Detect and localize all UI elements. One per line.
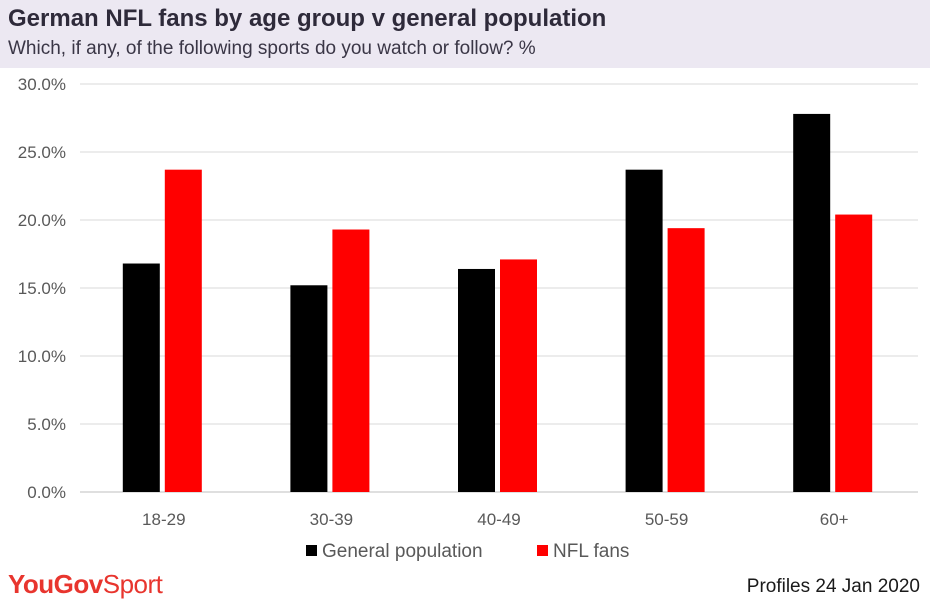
y-tick-label: 20.0% — [18, 211, 66, 230]
bar-general-population — [122, 263, 160, 492]
y-tick-label: 25.0% — [18, 143, 66, 162]
bar-general-population — [793, 113, 831, 493]
chart-header: German NFL fans by age group v general p… — [0, 0, 930, 68]
bar-nfl-fans — [500, 259, 537, 492]
bar-nfl-fans — [667, 228, 705, 492]
bar-general-population — [625, 169, 663, 492]
y-tick-label: 15.0% — [18, 279, 66, 298]
x-tick-label: 40-49 — [477, 510, 520, 529]
bar-nfl-fans — [164, 169, 202, 492]
brand-sub: Sport — [102, 569, 163, 599]
x-tick-label: 60+ — [820, 510, 849, 529]
y-tick-label: 30.0% — [18, 75, 66, 94]
bar-general-population — [290, 285, 328, 492]
brand-main: YouGov — [8, 569, 103, 599]
bar-nfl-fans — [835, 214, 873, 492]
x-tick-label: 50-59 — [645, 510, 688, 529]
y-tick-label: 5.0% — [27, 415, 66, 434]
chart-title: German NFL fans by age group v general p… — [8, 5, 607, 32]
legend-swatch — [306, 545, 317, 556]
x-tick-label: 30-39 — [310, 510, 353, 529]
y-tick-label: 0.0% — [27, 483, 66, 502]
yougov-sport-logo: YouGovSport — [8, 569, 163, 600]
legend-swatch — [537, 545, 548, 556]
x-tick-label: 18-29 — [142, 510, 185, 529]
y-tick-label: 10.0% — [18, 347, 66, 366]
legend-label: NFL fans — [553, 541, 629, 562]
legend-label: General population — [322, 541, 483, 562]
chart-subtitle: Which, if any, of the following sports d… — [8, 38, 536, 59]
bar-general-population — [458, 268, 495, 492]
bar-nfl-fans — [332, 229, 370, 492]
bar-chart: 0.0% 5.0% 10.0% 15.0% 20.0% 25.0% 30.0% 18-29 30… — [18, 75, 918, 562]
source-note: Profiles 24 Jan 2020 — [746, 576, 920, 597]
